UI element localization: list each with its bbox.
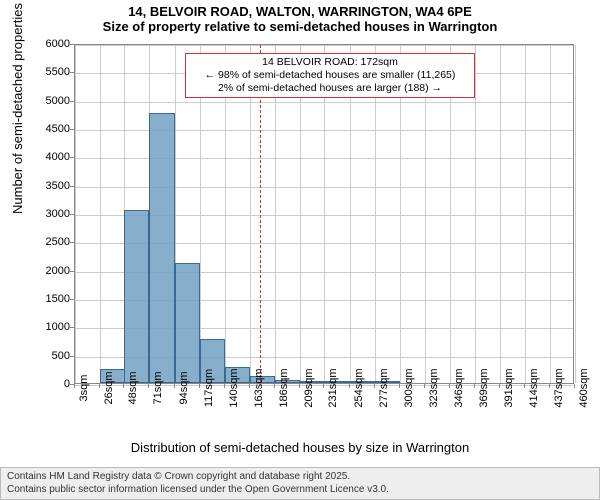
xtick-mark <box>148 384 149 388</box>
xtick-label: 231sqm <box>327 368 339 407</box>
xtick-label: 209sqm <box>303 368 315 407</box>
xtick-label: 277sqm <box>378 368 390 407</box>
histogram-bar <box>175 263 200 383</box>
xtick-label: 346sqm <box>453 368 465 407</box>
xtick-mark <box>399 384 400 388</box>
xtick-label: 117sqm <box>203 369 215 407</box>
xtick-mark <box>199 384 200 388</box>
xtick-mark <box>224 384 225 388</box>
xtick-label: 26sqm <box>103 371 115 404</box>
xtick-label: 186sqm <box>278 368 290 407</box>
ytick-mark <box>70 242 74 243</box>
x-axis-label: Distribution of semi-detached houses by … <box>0 440 600 455</box>
footer-line-2: Contains public sector information licen… <box>7 484 593 497</box>
ytick-label: 500 <box>30 350 70 362</box>
gridline-v <box>550 45 551 383</box>
gridline-v <box>100 45 101 383</box>
histogram-bar <box>149 113 174 383</box>
ytick-mark <box>70 327 74 328</box>
y-axis-label: Number of semi-detached properties <box>10 3 25 214</box>
ytick-mark <box>70 44 74 45</box>
xtick-label: 414sqm <box>528 368 540 407</box>
ytick-label: 5500 <box>30 66 70 78</box>
ytick-label: 1000 <box>30 321 70 333</box>
annotation-line: 2% of semi-detached houses are larger (1… <box>192 82 468 95</box>
footer-line-1: Contains HM Land Registry data © Crown c… <box>7 471 593 484</box>
xtick-mark <box>524 384 525 388</box>
ytick-mark <box>70 214 74 215</box>
chart-title-block: 14, BELVOIR ROAD, WALTON, WARRINGTON, WA… <box>0 0 600 34</box>
annotation-line: ← 98% of semi-detached houses are smalle… <box>192 69 468 82</box>
ytick-label: 3500 <box>30 180 70 192</box>
xtick-label: 254sqm <box>353 368 365 407</box>
histogram-bar <box>124 210 149 383</box>
ytick-mark <box>70 72 74 73</box>
ytick-label: 0 <box>30 378 70 390</box>
ytick-label: 5000 <box>30 95 70 107</box>
xtick-mark <box>449 384 450 388</box>
xtick-label: 140sqm <box>228 368 240 407</box>
xtick-mark <box>99 384 100 388</box>
ytick-label: 2000 <box>30 265 70 277</box>
gridline-v <box>500 45 501 383</box>
ytick-label: 4000 <box>30 151 70 163</box>
xtick-label: 460sqm <box>578 368 590 407</box>
gridline-v <box>75 45 76 383</box>
title-line-1: 14, BELVOIR ROAD, WALTON, WARRINGTON, WA… <box>0 4 600 19</box>
xtick-label: 163sqm <box>253 368 265 407</box>
annotation-box: 14 BELVOIR ROAD: 172sqm← 98% of semi-det… <box>185 53 475 98</box>
xtick-mark <box>424 384 425 388</box>
annotation-line: 14 BELVOIR ROAD: 172sqm <box>192 56 468 69</box>
xtick-mark <box>499 384 500 388</box>
ytick-label: 6000 <box>30 38 70 50</box>
xtick-label: 3sqm <box>78 375 90 402</box>
title-line-2: Size of property relative to semi-detach… <box>0 19 600 34</box>
xtick-mark <box>574 384 575 388</box>
ytick-mark <box>70 299 74 300</box>
ytick-label: 4500 <box>30 123 70 135</box>
xtick-mark <box>74 384 75 388</box>
ytick-mark <box>70 271 74 272</box>
xtick-mark <box>174 384 175 388</box>
xtick-mark <box>374 384 375 388</box>
gridline-v <box>575 45 576 383</box>
ytick-label: 1500 <box>30 293 70 305</box>
ytick-mark <box>70 356 74 357</box>
xtick-mark <box>349 384 350 388</box>
ytick-label: 2500 <box>30 236 70 248</box>
xtick-label: 323sqm <box>428 368 440 407</box>
xtick-mark <box>549 384 550 388</box>
xtick-label: 391sqm <box>503 368 515 407</box>
ytick-mark <box>70 186 74 187</box>
xtick-label: 94sqm <box>178 371 190 404</box>
xtick-mark <box>323 384 324 388</box>
gridline-v <box>525 45 526 383</box>
xtick-label: 71sqm <box>152 371 164 404</box>
xtick-label: 437sqm <box>553 368 565 407</box>
plot-area: 14 BELVOIR ROAD: 172sqm← 98% of semi-det… <box>74 44 574 384</box>
gridline-v <box>475 45 476 383</box>
xtick-label: 48sqm <box>127 371 139 404</box>
ytick-mark <box>70 129 74 130</box>
ytick-mark <box>70 101 74 102</box>
footer-attribution: Contains HM Land Registry data © Crown c… <box>0 467 600 500</box>
ytick-label: 3000 <box>30 208 70 220</box>
xtick-mark <box>474 384 475 388</box>
xtick-mark <box>249 384 250 388</box>
xtick-mark <box>299 384 300 388</box>
xtick-mark <box>123 384 124 388</box>
ytick-mark <box>70 157 74 158</box>
xtick-label: 369sqm <box>478 368 490 407</box>
xtick-mark <box>274 384 275 388</box>
xtick-label: 300sqm <box>403 368 415 407</box>
